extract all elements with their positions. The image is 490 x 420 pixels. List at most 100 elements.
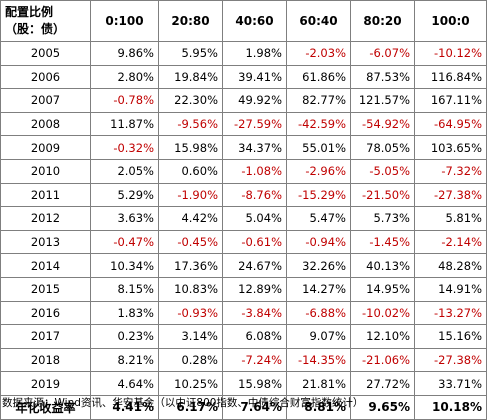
return-cell: 48.28%: [414, 253, 487, 278]
return-cell: 14.27%: [286, 276, 351, 302]
table-row: 2015 8.15% 10.83% 12.89% 14.27% 14.95% 14.91%: [0, 276, 487, 302]
return-cell: 15.16%: [414, 324, 487, 349]
return-cell: 78.05%: [350, 135, 415, 160]
return-cell: 5.04%: [222, 206, 287, 231]
return-cell: 27.72%: [350, 371, 415, 396]
return-cell: 2.80%: [90, 64, 159, 90]
return-cell: -5.05%: [350, 158, 415, 184]
return-cell: -54.92%: [350, 111, 415, 137]
return-cell: 5.73%: [350, 206, 415, 231]
return-cell: 24.67%: [222, 253, 287, 278]
return-cell: 5.47%: [286, 206, 351, 231]
return-cell: 87.53%: [350, 64, 415, 90]
return-cell: -64.95%: [414, 111, 487, 137]
return-cell: 49.92%: [222, 88, 287, 113]
return-cell: -0.45%: [158, 229, 223, 255]
return-cell: 19.84%: [158, 64, 223, 90]
year-cell: 2015: [0, 276, 91, 302]
return-cell: -10.12%: [414, 41, 487, 66]
column-header: 80:20: [350, 0, 415, 42]
return-cell: 12.89%: [222, 276, 287, 302]
return-cell: 14.91%: [414, 276, 487, 302]
column-header: 40:60: [222, 0, 287, 42]
table-row: 2011 5.29% -1.90% -8.76% -15.29% -21.50% -27.3…: [0, 182, 487, 208]
table-row: 2016 1.83% -0.93% -3.84% -6.88% -10.02% -13.27…: [0, 300, 487, 326]
return-cell: 167.11%: [414, 88, 487, 113]
table-row: 2014 10.34% 17.36% 24.67% 32.26% 40.13% 48.28%: [0, 253, 487, 278]
return-cell: 1.98%: [222, 41, 287, 66]
return-cell: -0.61%: [222, 229, 287, 255]
return-cell: 10.83%: [158, 276, 223, 302]
return-cell: 15.98%: [158, 135, 223, 160]
table-row: 2006 2.80% 19.84% 39.41% 61.86% 87.53% 116.84%: [0, 64, 487, 90]
year-cell: 2012: [0, 206, 91, 231]
return-cell: -0.94%: [286, 229, 351, 255]
return-cell: -1.45%: [350, 229, 415, 255]
return-cell: -13.27%: [414, 300, 487, 326]
table-row: 2008 11.87% -9.56% -27.59% -42.59% -54.92% -64…: [0, 111, 487, 137]
return-cell: 10.25%: [158, 371, 223, 396]
return-cell: 33.71%: [414, 371, 487, 396]
column-header: 20:80: [158, 0, 223, 42]
year-cell: 2005: [0, 41, 91, 66]
return-cell: -6.88%: [286, 300, 351, 326]
return-cell: 17.36%: [158, 253, 223, 278]
year-cell: 2013: [0, 229, 91, 255]
return-cell: 3.14%: [158, 324, 223, 349]
return-cell: 0.28%: [158, 347, 223, 373]
return-cell: 0.60%: [158, 158, 223, 184]
return-cell: 82.77%: [286, 88, 351, 113]
year-cell: 2006: [0, 64, 91, 90]
return-cell: -0.78%: [90, 88, 159, 113]
return-cell: 39.41%: [222, 64, 287, 90]
return-cell: -0.93%: [158, 300, 223, 326]
return-cell: 14.95%: [350, 276, 415, 302]
return-cell: 116.84%: [414, 64, 487, 90]
table-row: 2018 8.21% 0.28% -7.24% -14.35% -21.06% -27.38…: [0, 347, 487, 373]
return-cell: -10.02%: [350, 300, 415, 326]
year-cell: 2010: [0, 158, 91, 184]
return-cell: 32.26%: [286, 253, 351, 278]
return-cell: -27.38%: [414, 182, 487, 208]
column-header: 0:100: [90, 0, 159, 42]
table-row: 2012 3.63% 4.42% 5.04% 5.47% 5.73% 5.81%: [0, 206, 487, 231]
return-cell: -42.59%: [286, 111, 351, 137]
return-cell: 8.15%: [90, 276, 159, 302]
column-header: 100:0: [414, 0, 487, 42]
return-cell: 0.23%: [90, 324, 159, 349]
year-cell: 2014: [0, 253, 91, 278]
return-cell: 1.83%: [90, 300, 159, 326]
return-cell: 61.86%: [286, 64, 351, 90]
return-cell: -7.32%: [414, 158, 487, 184]
table-row: 2017 0.23% 3.14% 6.08% 9.07% 12.10% 15.16%: [0, 324, 487, 349]
header-row: 配置比例（股：债） 0:100 20:80 40:60 60:40 80:20 …: [0, 0, 487, 42]
return-cell: 121.57%: [350, 88, 415, 113]
year-cell: 2018: [0, 347, 91, 373]
table-body: 2005 9.86% 5.95% 1.98% -2.03% -6.07% -10.12% 20…: [0, 41, 487, 420]
return-cell: 4.42%: [158, 206, 223, 231]
return-cell: 9.07%: [286, 324, 351, 349]
table-row: 2009 -0.32% 15.98% 34.37% 55.01% 78.05% 103.65…: [0, 135, 487, 160]
return-cell: -21.50%: [350, 182, 415, 208]
return-cell: -15.29%: [286, 182, 351, 208]
return-cell: -9.56%: [158, 111, 223, 137]
source-note: 数据来源：Wind资讯、华安基金（以中证800指数、中债综合财富指数统计）: [2, 397, 364, 409]
return-cell: 5.95%: [158, 41, 223, 66]
return-cell: 5.81%: [414, 206, 487, 231]
table-row: 2019 4.64% 10.25% 15.98% 21.81% 27.72% 33.71%: [0, 371, 487, 396]
return-cell: 22.30%: [158, 88, 223, 113]
return-cell: -1.08%: [222, 158, 287, 184]
column-header: 60:40: [286, 0, 351, 42]
return-cell: 11.87%: [90, 111, 159, 137]
return-cell: 6.08%: [222, 324, 287, 349]
return-cell: 21.81%: [286, 371, 351, 396]
return-cell: -0.47%: [90, 229, 159, 255]
annualized-return-cell: 10.18%: [414, 394, 487, 420]
return-cell: 34.37%: [222, 135, 287, 160]
year-cell: 2007: [0, 88, 91, 113]
return-cell: 3.63%: [90, 206, 159, 231]
return-cell: 55.01%: [286, 135, 351, 160]
return-cell: -21.06%: [350, 347, 415, 373]
return-cell: 9.86%: [90, 41, 159, 66]
